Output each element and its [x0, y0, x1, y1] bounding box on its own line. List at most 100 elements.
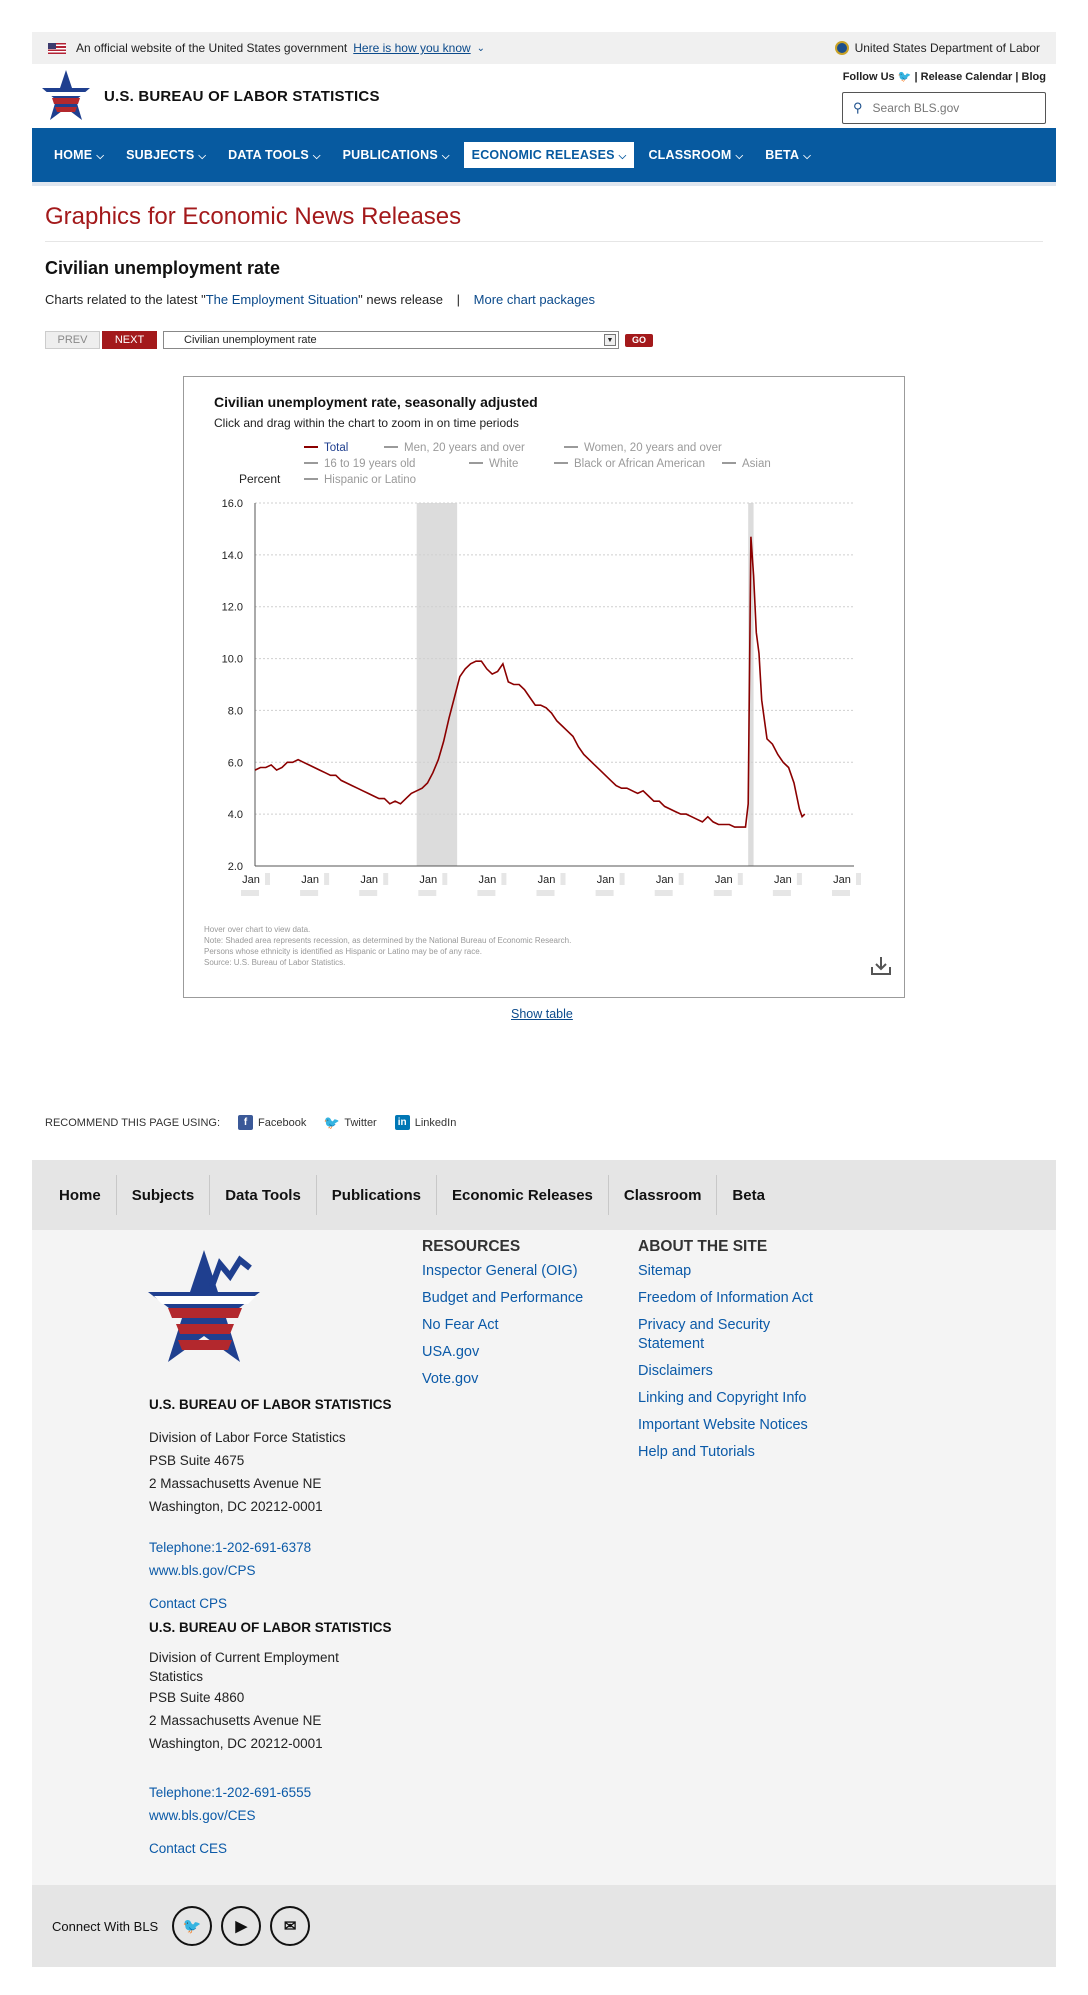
footer-url-1[interactable]: www.bls.gov/CPS [149, 1563, 256, 1578]
footer-nav-subjects[interactable]: Subjects [117, 1175, 211, 1215]
dol-link[interactable]: United States Department of Labor [834, 41, 1040, 55]
y-tick-label: 6.0 [228, 757, 243, 769]
chart-controls: PREV NEXT Civilian unemployment rate ▼ G… [45, 330, 653, 350]
about-link[interactable]: Privacy and Security Statement [638, 1317, 771, 1352]
series-line-total[interactable] [254, 536, 806, 828]
nav-home[interactable]: HOME ⌵ [54, 148, 105, 162]
about-link[interactable]: Important Website Notices [638, 1417, 808, 1433]
email-icon[interactable]: ✉ [270, 1906, 311, 1946]
legend-item[interactable]: Men, 20 years and over [384, 442, 525, 454]
footer-nav-data-tools[interactable]: Data Tools [210, 1175, 317, 1215]
chart-note-ethnicity: Persons whose ethnicity is identified as… [204, 947, 482, 956]
nav-classroom[interactable]: CLASSROOM ⌵ [648, 148, 744, 162]
legend-item[interactable]: 16 to 19 years old [304, 458, 415, 470]
release-calendar-link[interactable]: Release Calendar [920, 71, 1013, 83]
nav-economic-releases[interactable]: ECONOMIC RELEASES ⌵ [463, 142, 635, 168]
nav-subjects[interactable]: SUBJECTS ⌵ [126, 148, 207, 162]
x-tick-label: Jan [715, 874, 733, 886]
x-tick-blur [383, 873, 389, 885]
about-link[interactable]: Disclaimers [638, 1363, 713, 1379]
chart-note-source: Source: U.S. Bureau of Labor Statistics. [204, 958, 345, 967]
linkedin-share[interactable]: in LinkedIn [394, 1115, 456, 1130]
legend-item[interactable]: White [469, 458, 518, 470]
footer: U.S. BUREAU OF LABOR STATISTICS Division… [32, 1230, 1056, 1885]
footer-nav-classroom[interactable]: Classroom [609, 1175, 718, 1215]
series-lines [254, 536, 806, 828]
legend-item[interactable]: Asian [722, 458, 771, 470]
footer-nav: Home Subjects Data Tools Publications Ec… [32, 1160, 1056, 1230]
go-button[interactable]: GO [625, 333, 653, 347]
chevron-down-icon: ⌵ [803, 151, 811, 162]
header-links: Follow Us 🐦 | Release Calendar | Blog [842, 71, 1046, 83]
footer-nav-publications[interactable]: Publications [317, 1175, 437, 1215]
recession-band [416, 503, 458, 866]
y-axis-ticks: 16.0 14.0 12.0 10.0 8.0 6.0 4.0 2.0 [222, 498, 243, 873]
grid-lines [254, 502, 854, 867]
chevron-down-icon[interactable]: ⌄ [476, 42, 486, 54]
x-tick-blur [832, 890, 850, 896]
footer-nav-economic-releases[interactable]: Economic Releases [437, 1175, 609, 1215]
next-button[interactable]: NEXT [102, 331, 157, 349]
resource-link[interactable]: No Fear Act [422, 1317, 499, 1333]
footer-nav-beta[interactable]: Beta [732, 1186, 765, 1204]
bls-logo-icon[interactable] [40, 68, 92, 126]
x-tick-blur [619, 873, 625, 885]
youtube-icon[interactable]: ▶ [221, 1906, 262, 1946]
chart-container[interactable]: Civilian unemployment rate, seasonally a… [183, 376, 905, 998]
y-tick-label: 14.0 [222, 550, 243, 562]
footer-contact-1[interactable]: Contact CPS [149, 1596, 228, 1611]
chevron-down-icon: ⌵ [96, 151, 105, 162]
chart-note-recession: Note: Shaded area represents recession, … [204, 936, 571, 945]
search-input[interactable]: ⚲ Search BLS.gov [842, 92, 1046, 124]
nav-publications[interactable]: PUBLICATIONS ⌵ [342, 148, 450, 162]
nav-beta[interactable]: BETA ⌵ [765, 148, 811, 162]
about-link[interactable]: Help and Tutorials [638, 1444, 755, 1460]
separator: | [456, 292, 461, 307]
about-link[interactable]: Linking and Copyright Info [638, 1390, 807, 1406]
x-tick-label: Jan [479, 874, 497, 886]
unemployment-chart[interactable]: Civilian unemployment rate, seasonally a… [184, 377, 904, 997]
more-chart-packages-link[interactable]: More chart packages [473, 292, 596, 307]
chart-title: Civilian unemployment rate, seasonally a… [214, 394, 538, 410]
legend-item[interactable]: Hispanic or Latino [304, 474, 416, 486]
x-tick-label: Jan [419, 874, 437, 886]
footer-nav-home[interactable]: Home [44, 1175, 117, 1215]
legend-item[interactable]: Women, 20 years and over [564, 442, 722, 454]
about-link[interactable]: Freedom of Information Act [638, 1290, 813, 1306]
download-icon[interactable] [871, 957, 891, 975]
employment-situation-link[interactable]: The Employment Situation [205, 292, 359, 307]
search-icon[interactable]: ⚲ [853, 100, 863, 115]
legend-item[interactable]: Total [304, 442, 348, 454]
y-tick-label: 12.0 [222, 602, 243, 614]
footer-telephone-1[interactable]: Telephone:1-202-691-6378 [149, 1540, 312, 1555]
resource-link[interactable]: Budget and Performance [422, 1290, 584, 1306]
facebook-share[interactable]: f Facebook [238, 1115, 306, 1130]
resource-link[interactable]: Vote.gov [422, 1371, 479, 1387]
blog-link[interactable]: Blog [1021, 71, 1046, 83]
dropdown-arrow-icon[interactable]: ▼ [604, 334, 616, 346]
twitter-share[interactable]: 🐦 Twitter [323, 1114, 377, 1130]
about-link[interactable]: Sitemap [638, 1263, 692, 1279]
x-tick-blur [265, 873, 270, 885]
resource-link[interactable]: Inspector General (OIG) [422, 1263, 578, 1279]
x-tick-blur [442, 873, 448, 885]
x-tick-blur [654, 890, 673, 896]
official-text: An official website of the United States… [76, 41, 348, 55]
linkedin-icon: in [394, 1115, 410, 1130]
show-table-link[interactable]: Show table [511, 1007, 573, 1021]
site-name[interactable]: U.S. BUREAU OF LABOR STATISTICS [104, 88, 380, 105]
chart-select[interactable]: Civilian unemployment rate ▼ [163, 331, 619, 349]
footer-telephone-2[interactable]: Telephone:1-202-691-6555 [149, 1785, 312, 1800]
follow-us-label: Follow Us [842, 71, 895, 83]
twitter-icon[interactable]: 🐦 [172, 1906, 213, 1946]
resource-link[interactable]: USA.gov [422, 1344, 480, 1360]
prev-button[interactable]: PREV [45, 331, 100, 349]
legend-item[interactable]: Black or African American [554, 458, 705, 470]
footer-url-2[interactable]: www.bls.gov/CES [149, 1808, 256, 1823]
footer-contact-2[interactable]: Contact CES [149, 1841, 228, 1856]
twitter-icon[interactable]: 🐦 [897, 71, 912, 83]
x-tick-label: Jan [301, 874, 319, 886]
how-you-know-link[interactable]: Here is how you know [353, 41, 471, 55]
x-axis-ticks: Jan Jan Jan Jan Jan Jan Jan Jan Jan Jan Jan [241, 873, 861, 896]
nav-data-tools[interactable]: DATA TOOLS ⌵ [228, 148, 321, 162]
